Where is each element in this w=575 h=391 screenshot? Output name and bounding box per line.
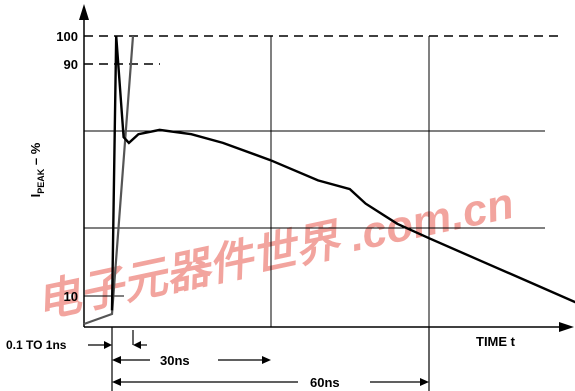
30ns-arrow-head-left xyxy=(112,356,121,364)
30ns-arrow-head-right xyxy=(262,356,271,364)
rise-arrow-head-right xyxy=(133,341,141,349)
y-tick-10: 10 xyxy=(64,289,78,304)
y-axis-title: IPEAK – % xyxy=(28,142,46,197)
waveform-series-line xyxy=(110,35,575,311)
watermark-text: 电子元器件世界 .com.cn xyxy=(32,179,518,328)
y-tick-90: 90 xyxy=(64,57,78,72)
rise-arrow-head-left xyxy=(104,341,112,349)
x-axis-arrow xyxy=(559,322,574,332)
rise-time-label: 0.1 TO 1ns xyxy=(6,338,67,352)
30ns-label: 30ns xyxy=(160,353,190,368)
width-60-annotation: 60ns xyxy=(111,327,430,391)
y-axis-arrow xyxy=(79,4,89,20)
x-axis-title: TIME t xyxy=(476,334,516,349)
waveform-initial-rise xyxy=(83,35,135,326)
rise-time-annotation: 0.1 TO 1ns xyxy=(6,327,147,360)
60ns-arrow-head-right xyxy=(420,378,429,386)
watermark: 电子元器件世界 .com.cn xyxy=(32,179,518,328)
y-tick-100: 100 xyxy=(56,29,78,44)
width-30-annotation: 30ns xyxy=(112,353,271,368)
60ns-arrow-head-left xyxy=(112,378,121,386)
60ns-label: 60ns xyxy=(310,375,340,390)
